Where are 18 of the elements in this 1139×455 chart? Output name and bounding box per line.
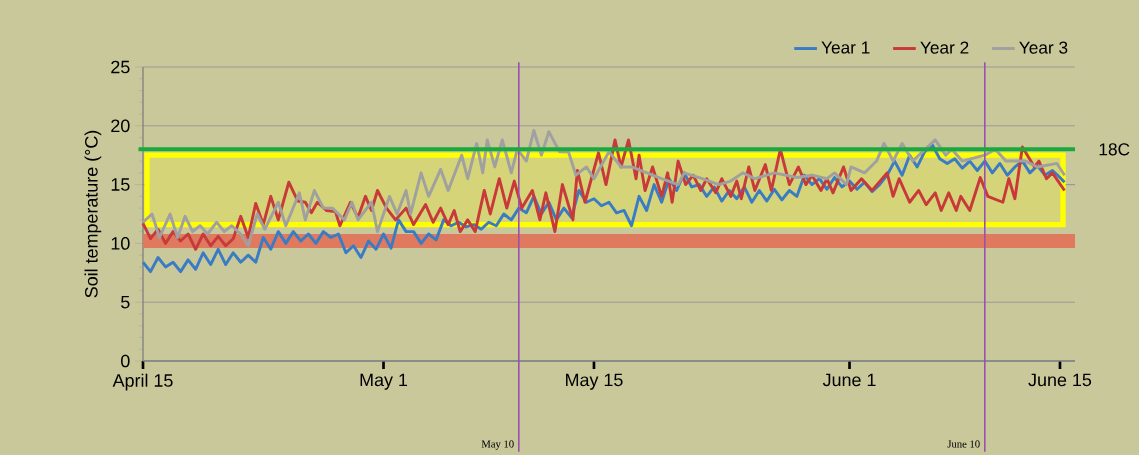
x-tick-label: May 15 [566,373,623,390]
y-tick-label: 10 [111,237,130,250]
y-tick-label: 15 [111,178,130,191]
legend-label: Year 3 [1019,41,1068,54]
x-tick-label: May 1 [360,373,408,390]
y-tick-label: 0 [121,354,130,368]
ref-line-label: May 10 [481,440,514,450]
y-tick-label: 25 [111,60,130,74]
ref-line-label: June 10 [947,440,980,448]
legend-label: Year 1 [821,41,870,54]
ref-line-label: 18C [1099,143,1130,156]
x-tick-label: April 15 [112,373,173,391]
legend-label: Year 2 [920,41,969,54]
y-axis-title: Soil temperature (°C) [84,130,102,298]
x-tick-label: June 1 [822,373,876,387]
y-tick-label: 5 [121,295,130,309]
x-tick-label: June 15 [1028,373,1092,387]
y-tick-label: 20 [111,119,130,133]
